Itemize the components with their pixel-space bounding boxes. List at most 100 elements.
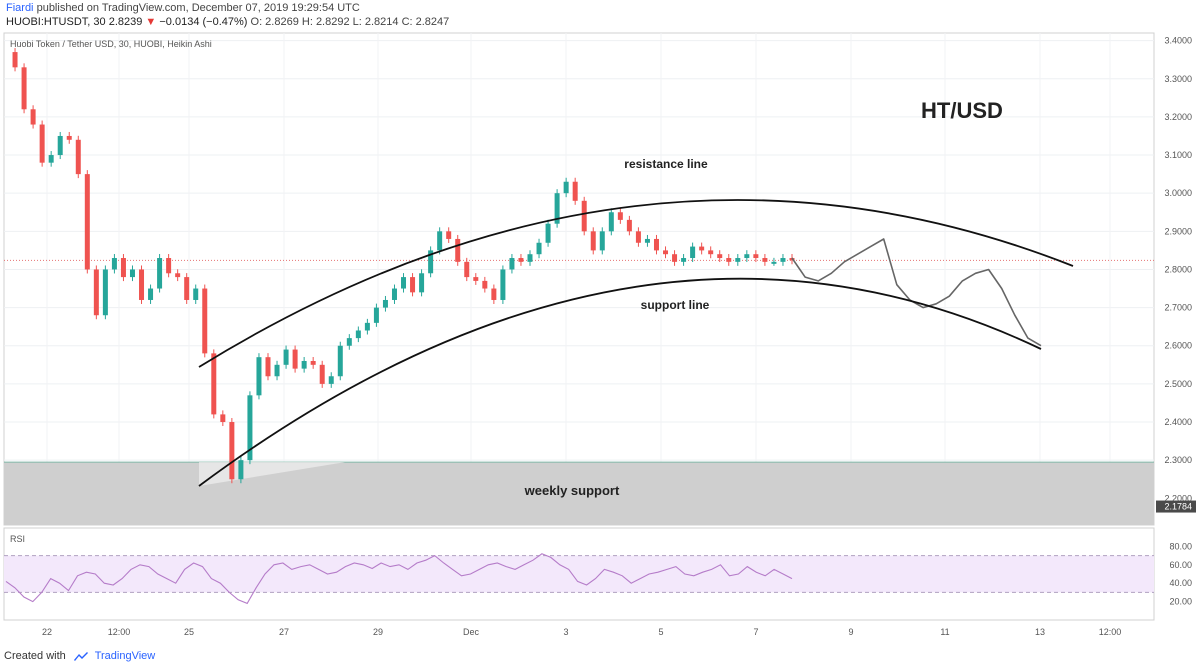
rsi-tick-label: 20.00 <box>1169 597 1192 607</box>
time-tick-label: 13 <box>1035 627 1045 637</box>
price-pane <box>3 32 1155 526</box>
price-candle <box>491 288 497 300</box>
price-candle <box>509 258 515 270</box>
rsi-series <box>4 553 1154 605</box>
tradingview-brand[interactable]: TradingView <box>94 650 156 662</box>
footer: Created with TradingView <box>4 650 155 662</box>
price-candle <box>157 258 163 289</box>
price-candle <box>726 258 732 262</box>
price-candle <box>66 135 72 140</box>
resistance-label: resistance line <box>624 157 708 171</box>
price-candle <box>319 364 325 384</box>
price-tick-label: 3.4000 <box>1164 36 1192 46</box>
price-candle <box>744 254 750 259</box>
time-tick-label: 11 <box>940 627 949 637</box>
price-candle <box>30 109 36 125</box>
symbol-info: HUOBI:HTUSDT, 30 2.8239 ▼ −0.0134 (−0.47… <box>6 16 449 28</box>
price-candle <box>274 364 280 377</box>
price-candle <box>373 307 379 323</box>
pair-annotation: HT/USD <box>921 98 1003 123</box>
price-candle <box>663 250 669 255</box>
price-candle <box>464 261 470 278</box>
price-candle <box>482 280 488 289</box>
time-tick-label: Dec <box>463 627 480 637</box>
price-candle <box>419 273 425 293</box>
rsi-tick-label: 40.00 <box>1169 578 1192 588</box>
price-candle <box>672 254 678 262</box>
price-change: −0.0134 (−0.47%) <box>159 16 248 28</box>
price-candle <box>708 250 714 255</box>
price-candle <box>753 254 759 259</box>
price-candle <box>256 357 262 396</box>
price-candle <box>590 231 596 251</box>
price-tick-label: 2.8000 <box>1164 264 1192 274</box>
price-tick-label: 2.4000 <box>1164 417 1192 427</box>
price-candle <box>247 395 253 461</box>
time-tick-label: 12:00 <box>108 627 131 637</box>
low-price-label: 2.1784 <box>1164 502 1192 512</box>
created-with-text: Created with <box>4 650 66 662</box>
price-tick-label: 3.2000 <box>1164 112 1192 122</box>
resistance-curve <box>198 199 1074 368</box>
time-tick-label: 12:00 <box>1099 627 1122 637</box>
rsi-title: RSI <box>10 534 25 544</box>
price-candle <box>473 277 479 281</box>
price-candle <box>21 67 27 110</box>
rsi-tick-label: 60.00 <box>1169 560 1192 570</box>
price-candle <box>455 238 461 262</box>
price-candle <box>626 219 632 232</box>
price-candle <box>48 155 54 163</box>
chart-title: Huobi Token / Tether USD, 30, HUOBI, Hei… <box>10 39 212 49</box>
price-tick-label: 3.3000 <box>1164 74 1192 84</box>
time-tick-label: 7 <box>753 627 758 637</box>
grid-lines <box>4 33 1154 525</box>
price-candle <box>572 181 578 201</box>
rsi-axis: 80.00 60.00 40.00 20.00 <box>1169 541 1192 606</box>
forecast-line <box>791 238 1042 347</box>
rsi-band <box>4 555 1154 593</box>
price-axis: 3.4000 3.3000 3.2000 3.1000 3.0000 2.9000 2.80… <box>1156 36 1196 513</box>
weekly-support-label: weekly support <box>524 483 620 498</box>
price-candle <box>148 288 154 300</box>
price-series <box>12 48 795 484</box>
price-candle <box>518 258 524 262</box>
price-candle <box>428 250 434 274</box>
price-candle <box>771 261 777 264</box>
author-link[interactable]: Fiardi <box>6 2 34 14</box>
price-candle <box>175 273 181 278</box>
price-tick-label: 2.2000 <box>1164 493 1192 503</box>
price-candle <box>699 246 705 251</box>
price-candle <box>500 269 506 300</box>
last-price: 2.8239 <box>108 16 143 28</box>
ohlc-values: O: 2.8269 H: 2.8292 L: 2.8214 C: 2.8247 <box>250 16 450 28</box>
price-candle <box>382 299 388 308</box>
support-wedge <box>199 462 345 486</box>
price-candle <box>229 422 235 480</box>
price-tick-label: 3.1000 <box>1164 150 1192 160</box>
price-candle <box>283 349 289 365</box>
price-tick-label: 3.0000 <box>1164 188 1192 198</box>
price-candle <box>617 212 623 220</box>
price-candle <box>681 258 687 262</box>
price-candle <box>717 254 723 259</box>
price-candle <box>166 258 172 274</box>
publish-text: published on TradingView.com, December 0… <box>36 2 360 14</box>
price-candle <box>536 242 542 255</box>
price-candle <box>437 231 443 251</box>
forecast-series <box>791 238 1042 347</box>
price-candle <box>364 322 370 331</box>
price-candle <box>735 258 741 262</box>
price-tick-label: 2.5000 <box>1164 379 1192 389</box>
price-candle <box>608 212 614 232</box>
price-candle <box>111 258 117 270</box>
time-axis: 22 12:00 25 27 29 Dec 3 5 7 9 11 13 12:00 <box>42 627 1121 637</box>
time-tick-label: 22 <box>42 627 52 637</box>
price-candle <box>446 231 452 239</box>
price-candle <box>762 258 768 262</box>
down-arrow-icon: ▼ <box>145 16 157 28</box>
rsi-line <box>5 553 793 605</box>
price-candle <box>102 269 108 316</box>
price-candle <box>653 238 659 251</box>
price-candle <box>12 52 18 68</box>
